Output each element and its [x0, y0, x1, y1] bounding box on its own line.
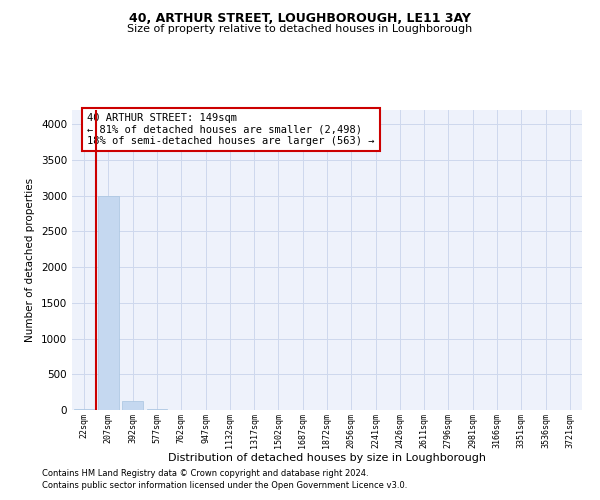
- Text: 40, ARTHUR STREET, LOUGHBOROUGH, LE11 3AY: 40, ARTHUR STREET, LOUGHBOROUGH, LE11 3A…: [129, 12, 471, 26]
- Text: Contains public sector information licensed under the Open Government Licence v3: Contains public sector information licen…: [42, 481, 407, 490]
- Bar: [98, 196, 119, 410]
- Bar: [74, 409, 94, 410]
- X-axis label: Distribution of detached houses by size in Loughborough: Distribution of detached houses by size …: [168, 454, 486, 464]
- Text: Size of property relative to detached houses in Loughborough: Size of property relative to detached ho…: [127, 24, 473, 34]
- Text: 40 ARTHUR STREET: 149sqm
← 81% of detached houses are smaller (2,498)
18% of sem: 40 ARTHUR STREET: 149sqm ← 81% of detach…: [88, 113, 375, 146]
- Text: Contains HM Land Registry data © Crown copyright and database right 2024.: Contains HM Land Registry data © Crown c…: [42, 468, 368, 477]
- Bar: [122, 402, 143, 410]
- Y-axis label: Number of detached properties: Number of detached properties: [25, 178, 35, 342]
